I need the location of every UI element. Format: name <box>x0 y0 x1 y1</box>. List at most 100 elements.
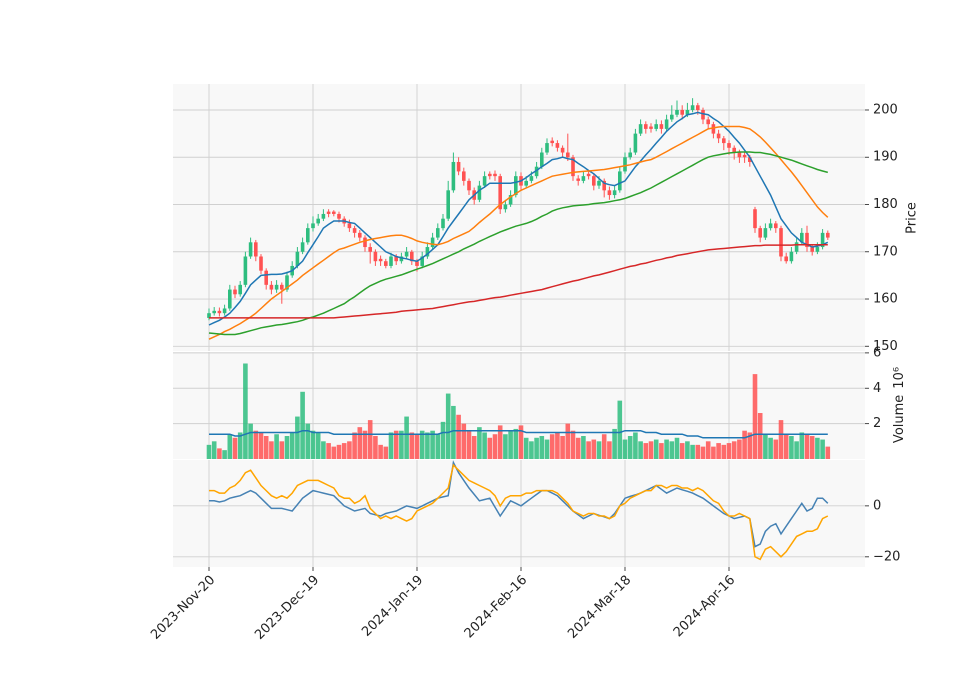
volume-bar <box>430 430 435 459</box>
candle-body <box>488 173 492 177</box>
candle-body <box>306 228 310 243</box>
candle-body <box>399 256 404 262</box>
candle-body <box>207 313 211 318</box>
volume-bar <box>222 450 227 459</box>
candle-body <box>534 166 539 177</box>
volume-bar <box>742 430 747 459</box>
candle-body <box>753 209 757 229</box>
candle-body <box>633 133 638 153</box>
volume-bar <box>373 436 378 459</box>
volume-bar <box>617 400 623 459</box>
candle-body <box>425 247 430 257</box>
candle-body <box>368 247 372 252</box>
volume-bar <box>492 434 498 459</box>
candle-body <box>446 190 450 219</box>
volume-bar <box>700 446 706 459</box>
candle-body <box>742 154 747 158</box>
volume-bar <box>399 430 404 459</box>
candle-body <box>514 176 518 196</box>
candle-body <box>254 242 258 257</box>
x-tick-label: 2024-Mar-18 <box>565 573 634 642</box>
volume-bar <box>471 436 477 459</box>
candle-body <box>680 109 684 115</box>
candle-body <box>295 251 300 266</box>
volume-bar <box>352 432 357 459</box>
volume-bar <box>477 427 482 459</box>
candle-body <box>264 270 268 285</box>
volume-bar <box>419 430 425 459</box>
oscillator-panel <box>173 460 865 567</box>
volume-bar <box>638 441 643 459</box>
volume-bar <box>503 434 508 459</box>
volume-bar <box>305 423 311 459</box>
candle-body <box>347 223 352 229</box>
candle-body <box>800 232 804 243</box>
candle-body <box>212 310 216 314</box>
volume-bar <box>237 432 243 459</box>
volume-bar <box>627 436 633 459</box>
volume-bar <box>799 432 805 459</box>
volume-bar <box>487 437 493 459</box>
volume-bar <box>326 443 331 459</box>
candle-body <box>456 161 461 172</box>
candle-body <box>560 147 565 153</box>
candle-body <box>280 284 284 290</box>
candle-body <box>644 124 648 129</box>
candle-body <box>696 105 700 110</box>
candle-body <box>285 275 289 290</box>
candle-body <box>259 256 263 271</box>
candle-body <box>638 124 643 134</box>
candle-body <box>649 126 653 129</box>
candle-body <box>311 223 315 229</box>
volume-bar <box>669 441 675 459</box>
volume-bar <box>279 441 285 459</box>
price-axis-label: Price <box>905 202 920 234</box>
volume-bar <box>217 448 222 459</box>
volume-bar <box>716 443 721 459</box>
volume-bar <box>596 441 602 459</box>
volume-scale: 10⁶ <box>892 367 907 389</box>
volume-bar <box>289 432 295 459</box>
volume-bar <box>565 423 571 459</box>
volume-bar <box>357 427 363 459</box>
volume-bar <box>425 432 430 459</box>
volume-bar <box>513 428 519 459</box>
volume-bar <box>622 439 628 459</box>
candle-body <box>524 180 528 186</box>
candle-body <box>618 171 622 191</box>
volume-bar <box>508 430 513 459</box>
volume-bar <box>248 423 253 459</box>
candle-body <box>222 308 227 314</box>
volume-bar <box>518 425 524 459</box>
candle-body <box>628 152 632 158</box>
candle-body <box>493 173 497 177</box>
volume-bar <box>612 428 617 459</box>
volume-bar <box>523 437 529 459</box>
volume-bar <box>534 437 539 459</box>
candle-body <box>404 251 409 257</box>
volume-bar <box>367 420 373 459</box>
volume-bar <box>414 434 420 459</box>
candle-body <box>805 232 809 248</box>
volume-bar <box>544 439 550 459</box>
volume-bar <box>737 439 742 459</box>
candle-body <box>602 180 606 191</box>
volume-bar <box>575 437 581 459</box>
candle-body <box>701 109 705 120</box>
volume-bar <box>310 430 316 459</box>
candle-body <box>685 109 690 115</box>
candle-body <box>779 228 783 257</box>
volume-bar <box>659 443 664 459</box>
volume-bar <box>794 441 799 459</box>
candle-body <box>269 284 274 290</box>
volume-bar <box>763 434 768 459</box>
candle-body <box>732 147 736 153</box>
candle-body <box>326 211 331 214</box>
volume-bar <box>497 425 503 459</box>
candle-body <box>690 105 695 110</box>
candle-body <box>597 180 601 186</box>
candle-body <box>784 256 788 262</box>
candle-body <box>540 152 544 167</box>
volume-bar <box>648 441 654 459</box>
